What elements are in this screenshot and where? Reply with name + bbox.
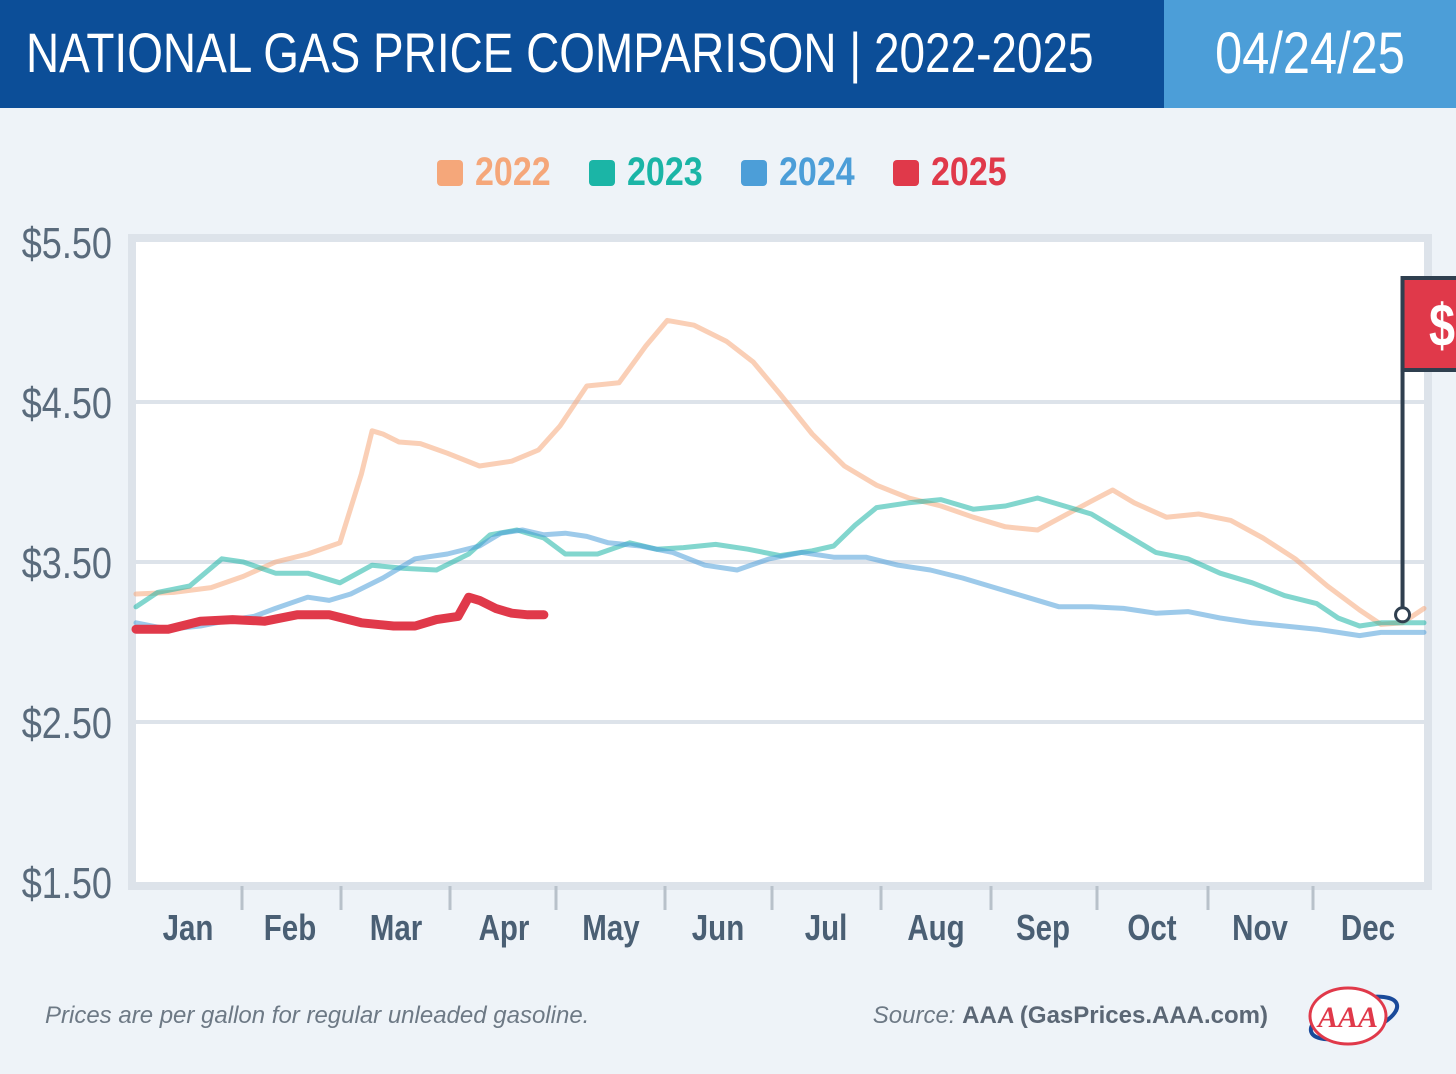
date-box: 04/24/25 [1164, 0, 1456, 108]
y-tick-label: $4.50 [22, 379, 112, 428]
legend-label-2025: 2025 [931, 150, 1007, 194]
legend-swatch-2025 [893, 159, 919, 186]
title-main: NATIONAL GAS PRICE COMPARISON [26, 21, 837, 84]
legend-label-2022: 2022 [475, 150, 551, 194]
legend: 2022 2023 2024 2025 [0, 150, 1456, 195]
legend-label-2024: 2024 [779, 150, 855, 194]
source-label: Source: [872, 1002, 956, 1029]
footnote: Prices are per gallon for regular unlead… [45, 1002, 590, 1029]
x-tick-label: Mar [370, 907, 423, 947]
legend-item-2022: 2022 [437, 150, 563, 195]
title-years: | 2022-2025 [849, 21, 1094, 84]
source-value: AAA (GasPrices.AAA.com) [962, 1002, 1268, 1029]
x-tick-label: Feb [264, 907, 316, 947]
y-axis: $5.50 $4.50 $3.50 $2.50 $1.50 [22, 219, 112, 908]
aaa-logo-icon: AAA [1308, 986, 1400, 1046]
series-lines [131, 317, 1427, 639]
legend-label-2023: 2023 [627, 150, 703, 194]
grid-lines [136, 400, 1424, 724]
x-tick-label: Jun [692, 907, 744, 947]
y-tick-label: $5.50 [22, 219, 112, 268]
date-label: 04/24/25 [1215, 21, 1405, 86]
legend-item-2025: 2025 [893, 150, 1019, 195]
y-tick-label: $3.50 [22, 539, 112, 588]
legend-item-2023: 2023 [589, 150, 715, 195]
flag-price-label: $3.17 [1429, 292, 1456, 359]
x-tick-label: Apr [479, 907, 530, 947]
series-line-2025 [131, 592, 549, 634]
x-tick-label: Sep [1016, 907, 1070, 947]
logo-text: AAA [1316, 1001, 1378, 1034]
y-tick-label: $1.50 [22, 859, 112, 908]
x-tick-label: Jan [163, 907, 214, 947]
x-tick-label: May [582, 907, 640, 947]
y-tick-label: $2.50 [22, 699, 112, 748]
legend-swatch-2024 [741, 159, 767, 186]
x-tick-label: Nov [1232, 907, 1288, 947]
flag-marker [1394, 606, 1412, 624]
legend-item-2024: 2024 [741, 150, 867, 195]
page-title: NATIONAL GAS PRICE COMPARISON | 2022-202… [26, 18, 1094, 88]
series-line-2022 [133, 317, 1427, 627]
source-credit: Source: AAA (GasPrices.AAA.com) [873, 1002, 1268, 1030]
x-axis: Jan Feb Mar Apr May Jun Jul Aug Sep Oct Nov Dec [163, 886, 1395, 948]
x-tick-label: Aug [907, 907, 964, 947]
x-tick-label: Dec [1341, 907, 1395, 947]
legend-swatch-2022 [437, 159, 463, 186]
legend-swatch-2023 [589, 159, 615, 186]
series-line-2024 [133, 527, 1427, 639]
x-tick-label: Oct [1127, 907, 1176, 947]
x-tick-label: Jul [805, 907, 848, 947]
price-flag: $3.17 [1394, 276, 1456, 624]
flag-box [1400, 276, 1456, 372]
